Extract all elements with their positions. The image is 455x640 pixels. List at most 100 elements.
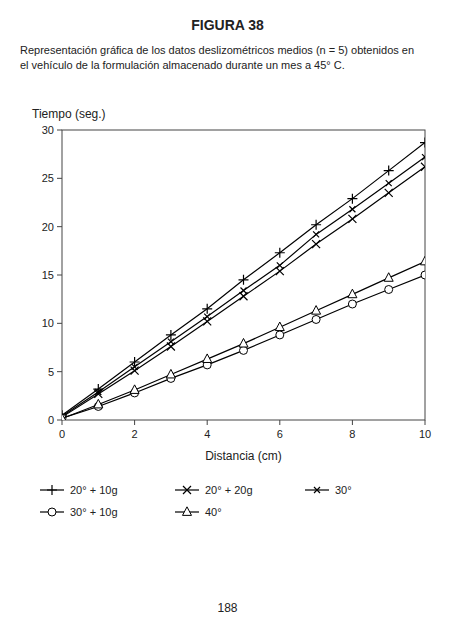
legend-item: 30°: [305, 484, 352, 496]
legend-item: 30° + 10g: [40, 506, 118, 518]
x-tick: [207, 420, 208, 425]
series: [62, 154, 425, 419]
data-point: [130, 385, 139, 394]
data-point: [94, 399, 103, 408]
x-tick: [134, 420, 135, 425]
legend-item: 20° + 20g: [175, 484, 253, 496]
data-point: [95, 389, 101, 395]
data-point: [385, 189, 393, 197]
data-point: [62, 413, 67, 420]
x-axis-label: Distancia (cm): [205, 449, 282, 463]
subtitle: el vehículo de la formulación almacenado…: [20, 59, 345, 71]
x-tick: [352, 420, 353, 425]
data-point: [385, 286, 393, 294]
y-tick: [57, 178, 62, 179]
series: [62, 256, 425, 420]
data-point: [239, 275, 249, 285]
y-tick: [57, 226, 62, 227]
y-tick-label: 0: [48, 414, 54, 426]
y-tick-label: 20: [42, 221, 54, 233]
data-point: [132, 364, 138, 370]
data-point: [420, 138, 425, 148]
legend-label: 20° + 10g: [70, 484, 118, 496]
data-point: [348, 300, 356, 308]
data-point: [131, 367, 139, 375]
data-point: [276, 331, 284, 339]
data-point: [384, 273, 393, 282]
x-tick: [62, 420, 63, 425]
x-tick-label: 4: [204, 428, 210, 440]
plot-frame: [62, 130, 425, 420]
data-point: [348, 289, 357, 298]
legend-marker: [48, 508, 56, 516]
y-tick: [57, 420, 62, 421]
annotation: 188: [217, 601, 237, 615]
data-point: [422, 154, 425, 160]
data-point: [421, 163, 425, 171]
x-tick-label: 2: [132, 428, 138, 440]
data-point: [241, 287, 247, 293]
legend-marker: [47, 485, 57, 495]
data-point: [275, 322, 284, 331]
series: [62, 163, 425, 420]
data-point: [202, 304, 212, 314]
data-point: [240, 346, 248, 354]
legend-marker: [183, 486, 191, 494]
series: [62, 138, 425, 420]
title: FIGURA 38: [191, 17, 264, 33]
legend-item: 20° + 10g: [40, 484, 118, 496]
x-tick: [279, 420, 280, 425]
legend-item: 40°: [175, 506, 222, 518]
legend-label: 20° + 20g: [205, 484, 253, 496]
data-point: [384, 166, 394, 176]
data-point: [347, 194, 357, 204]
legend-marker: [314, 487, 320, 493]
x-tick-label: 6: [277, 428, 283, 440]
y-tick-label: 25: [42, 172, 54, 184]
y-tick: [57, 275, 62, 276]
data-point: [349, 206, 355, 212]
data-point: [277, 262, 283, 268]
y-axis-label: Tiempo (seg.): [32, 107, 106, 121]
data-point: [312, 306, 321, 315]
legend-label: 30°: [335, 484, 352, 496]
data-point: [348, 215, 356, 223]
legend-marker: [183, 507, 192, 516]
data-point: [275, 248, 285, 258]
background: [0, 0, 455, 640]
series-line: [62, 275, 425, 418]
data-point: [421, 256, 426, 265]
data-point: [166, 369, 175, 378]
x-tick: [425, 420, 426, 425]
legend-label: 40°: [205, 506, 222, 518]
y-tick-label: 5: [48, 366, 54, 378]
legend-label: 30° + 10g: [70, 506, 118, 518]
data-point: [239, 338, 248, 347]
x-tick-label: 8: [349, 428, 355, 440]
y-tick: [57, 371, 62, 372]
data-point: [312, 315, 320, 323]
data-point: [386, 180, 392, 186]
y-tick-label: 30: [42, 124, 54, 136]
chart-canvas: FIGURA 38 Representación gráfica de los d…: [0, 0, 455, 640]
data-point: [421, 271, 425, 279]
series-line: [62, 261, 425, 418]
x-tick-label: 10: [419, 428, 431, 440]
legend: 20° + 10g 20° + 20g 30° 30° + 10g 40°: [40, 484, 352, 518]
plot-data: [62, 138, 425, 420]
data-point: [168, 339, 174, 345]
data-point: [166, 330, 176, 340]
y-tick-label: 15: [42, 269, 54, 281]
data-point: [312, 240, 320, 248]
data-point: [311, 220, 321, 230]
subtitle: Representación gráfica de los datos desl…: [20, 44, 414, 56]
y-tick: [57, 130, 62, 131]
series-line: [62, 143, 425, 416]
data-point: [204, 314, 210, 320]
data-point: [313, 231, 319, 237]
data-point: [203, 354, 212, 363]
y-tick-label: 10: [42, 317, 54, 329]
x-tick-label: 0: [59, 428, 65, 440]
data-point: [130, 357, 140, 367]
y-tick: [57, 323, 62, 324]
